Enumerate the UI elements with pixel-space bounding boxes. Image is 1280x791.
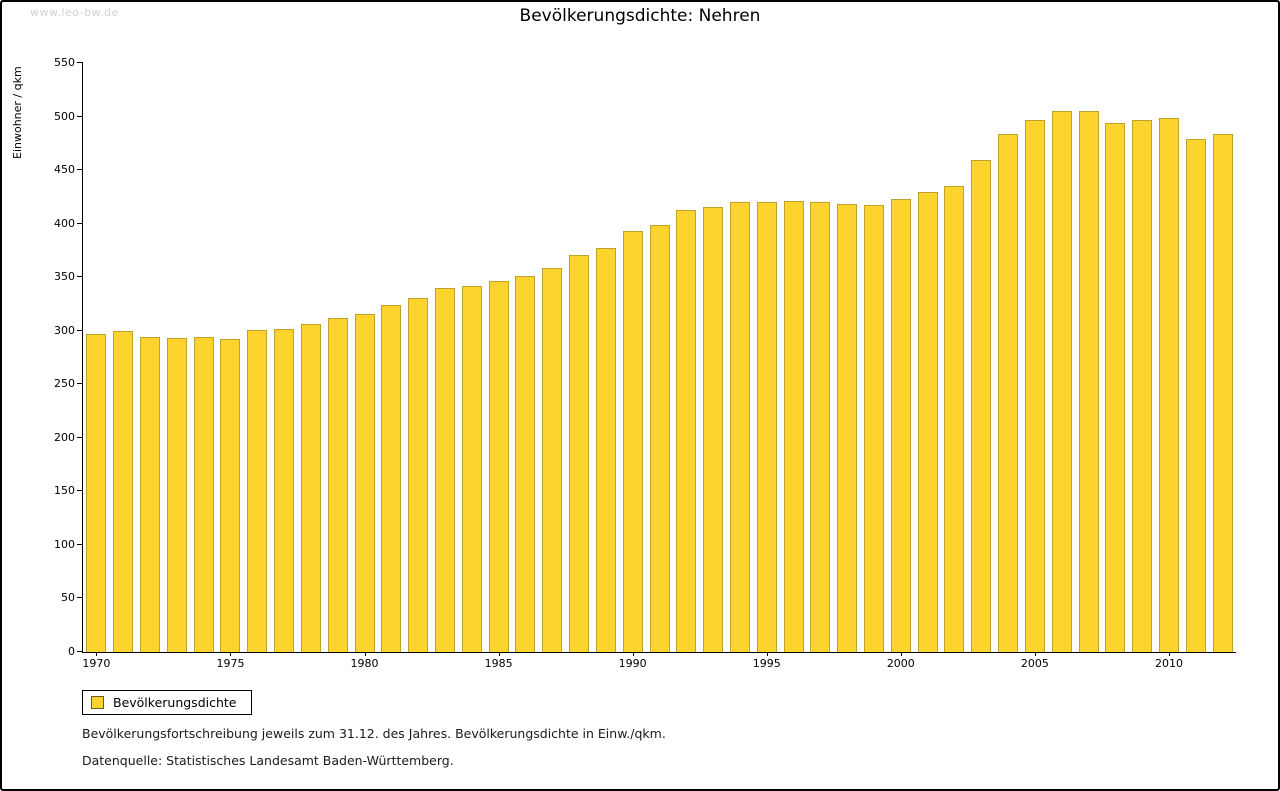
bar-2006 — [1051, 111, 1072, 652]
bar-2004 — [998, 133, 1019, 652]
legend-swatch-icon — [91, 696, 104, 709]
bar-1996 — [783, 201, 804, 652]
bar-1972 — [140, 337, 161, 652]
bar-2010 — [1158, 117, 1179, 652]
y-tick-mark — [77, 169, 83, 171]
y-tick-mark — [77, 436, 83, 438]
y-tick-label: 450 — [54, 163, 75, 177]
x-tick-label: 1990 — [618, 657, 647, 670]
bar-2011 — [1185, 139, 1206, 652]
y-tick-mark — [77, 222, 83, 224]
y-tick-label: 350 — [54, 270, 75, 284]
y-axis-title: Einwohner / qkm — [11, 66, 24, 160]
x-tick-label: 1995 — [752, 657, 781, 670]
bar-1991 — [649, 224, 670, 652]
x-tick-mark — [96, 652, 98, 656]
y-tick-mark — [77, 543, 83, 545]
bar-1973 — [166, 338, 187, 652]
legend: Bevölkerungsdichte — [82, 690, 252, 715]
legend-label: Bevölkerungsdichte — [113, 695, 237, 710]
x-tick-label: 2005 — [1020, 657, 1049, 670]
y-tick-label: 500 — [54, 109, 75, 123]
y-tick-label: 50 — [61, 591, 75, 605]
x-tick-mark — [1034, 652, 1036, 656]
bar-2003 — [971, 160, 992, 652]
y-tick-label: 200 — [54, 430, 75, 444]
bar-1979 — [327, 317, 348, 652]
bar-1986 — [515, 276, 536, 652]
bar-2000 — [890, 199, 911, 652]
bar-2008 — [1105, 122, 1126, 652]
y-tick-label: 300 — [54, 323, 75, 337]
x-tick-mark — [632, 652, 634, 656]
bar-1995 — [756, 202, 777, 652]
y-tick-label: 400 — [54, 216, 75, 230]
y-tick-mark — [77, 597, 83, 599]
bar-1977 — [274, 328, 295, 652]
bar-2009 — [1132, 119, 1153, 652]
x-tick-label: 2000 — [886, 657, 915, 670]
bar-1989 — [595, 248, 616, 652]
bar-2002 — [944, 186, 965, 652]
bar-1999 — [864, 205, 884, 652]
y-tick-label: 550 — [54, 56, 75, 69]
bar-1978 — [300, 324, 321, 652]
bar-1998 — [837, 204, 858, 652]
y-tick-mark — [77, 329, 83, 331]
x-tick-mark — [900, 652, 902, 656]
x-tick-label: 1985 — [484, 657, 513, 670]
bar-1971 — [113, 330, 134, 652]
footnote-description: Bevölkerungsfortschreibung jeweils zum 3… — [82, 726, 666, 741]
y-tick-label: 100 — [54, 537, 75, 551]
y-tick-label: 0 — [68, 645, 75, 658]
bar-1994 — [729, 202, 750, 652]
chart-title: Bevölkerungsdichte: Nehren — [519, 6, 761, 26]
bar-1980 — [354, 313, 375, 652]
x-tick-mark — [230, 652, 232, 656]
x-tick-label: 2010 — [1154, 657, 1183, 670]
bar-1984 — [461, 285, 482, 652]
y-tick-label: 250 — [54, 377, 75, 391]
y-tick-mark — [77, 383, 83, 385]
bar-1975 — [220, 339, 241, 652]
y-tick-label: 150 — [54, 484, 75, 498]
y-tick-mark — [77, 651, 83, 652]
y-tick-mark — [77, 276, 83, 278]
y-tick-mark — [77, 490, 83, 492]
y-tick-mark — [77, 62, 83, 63]
bar-1985 — [488, 281, 509, 652]
bar-1992 — [676, 209, 697, 652]
watermark: www.leo-bw.de — [30, 6, 119, 19]
bar-1981 — [381, 305, 402, 652]
bar-1988 — [569, 254, 590, 652]
x-tick-label: 1975 — [216, 657, 245, 670]
x-tick-mark — [1168, 652, 1170, 656]
footnote-source: Datenquelle: Statistisches Landesamt Bad… — [82, 753, 454, 768]
x-tick-label: 1970 — [82, 657, 111, 670]
plot-area: Einwohner / qkm 0 50 100 150 200 250 300 350 400… — [11, 57, 1236, 670]
x-tick-mark — [498, 652, 500, 656]
bar-2001 — [917, 191, 938, 652]
bar-1970 — [86, 333, 107, 652]
bar-1990 — [622, 231, 643, 652]
x-tick-mark — [364, 652, 366, 656]
bar-1976 — [247, 329, 268, 652]
bar-2012 — [1212, 133, 1233, 652]
bar-1983 — [434, 287, 455, 652]
y-tick-mark — [77, 115, 83, 117]
bar-2005 — [1024, 119, 1045, 652]
x-tick-label: 1980 — [350, 657, 379, 670]
bar-1993 — [703, 206, 724, 652]
bar-1987 — [542, 267, 563, 652]
x-tick-mark — [766, 652, 768, 656]
bar-1997 — [810, 202, 831, 652]
bar-1982 — [408, 297, 429, 652]
bar-2007 — [1078, 111, 1099, 652]
bar-1974 — [193, 337, 214, 652]
